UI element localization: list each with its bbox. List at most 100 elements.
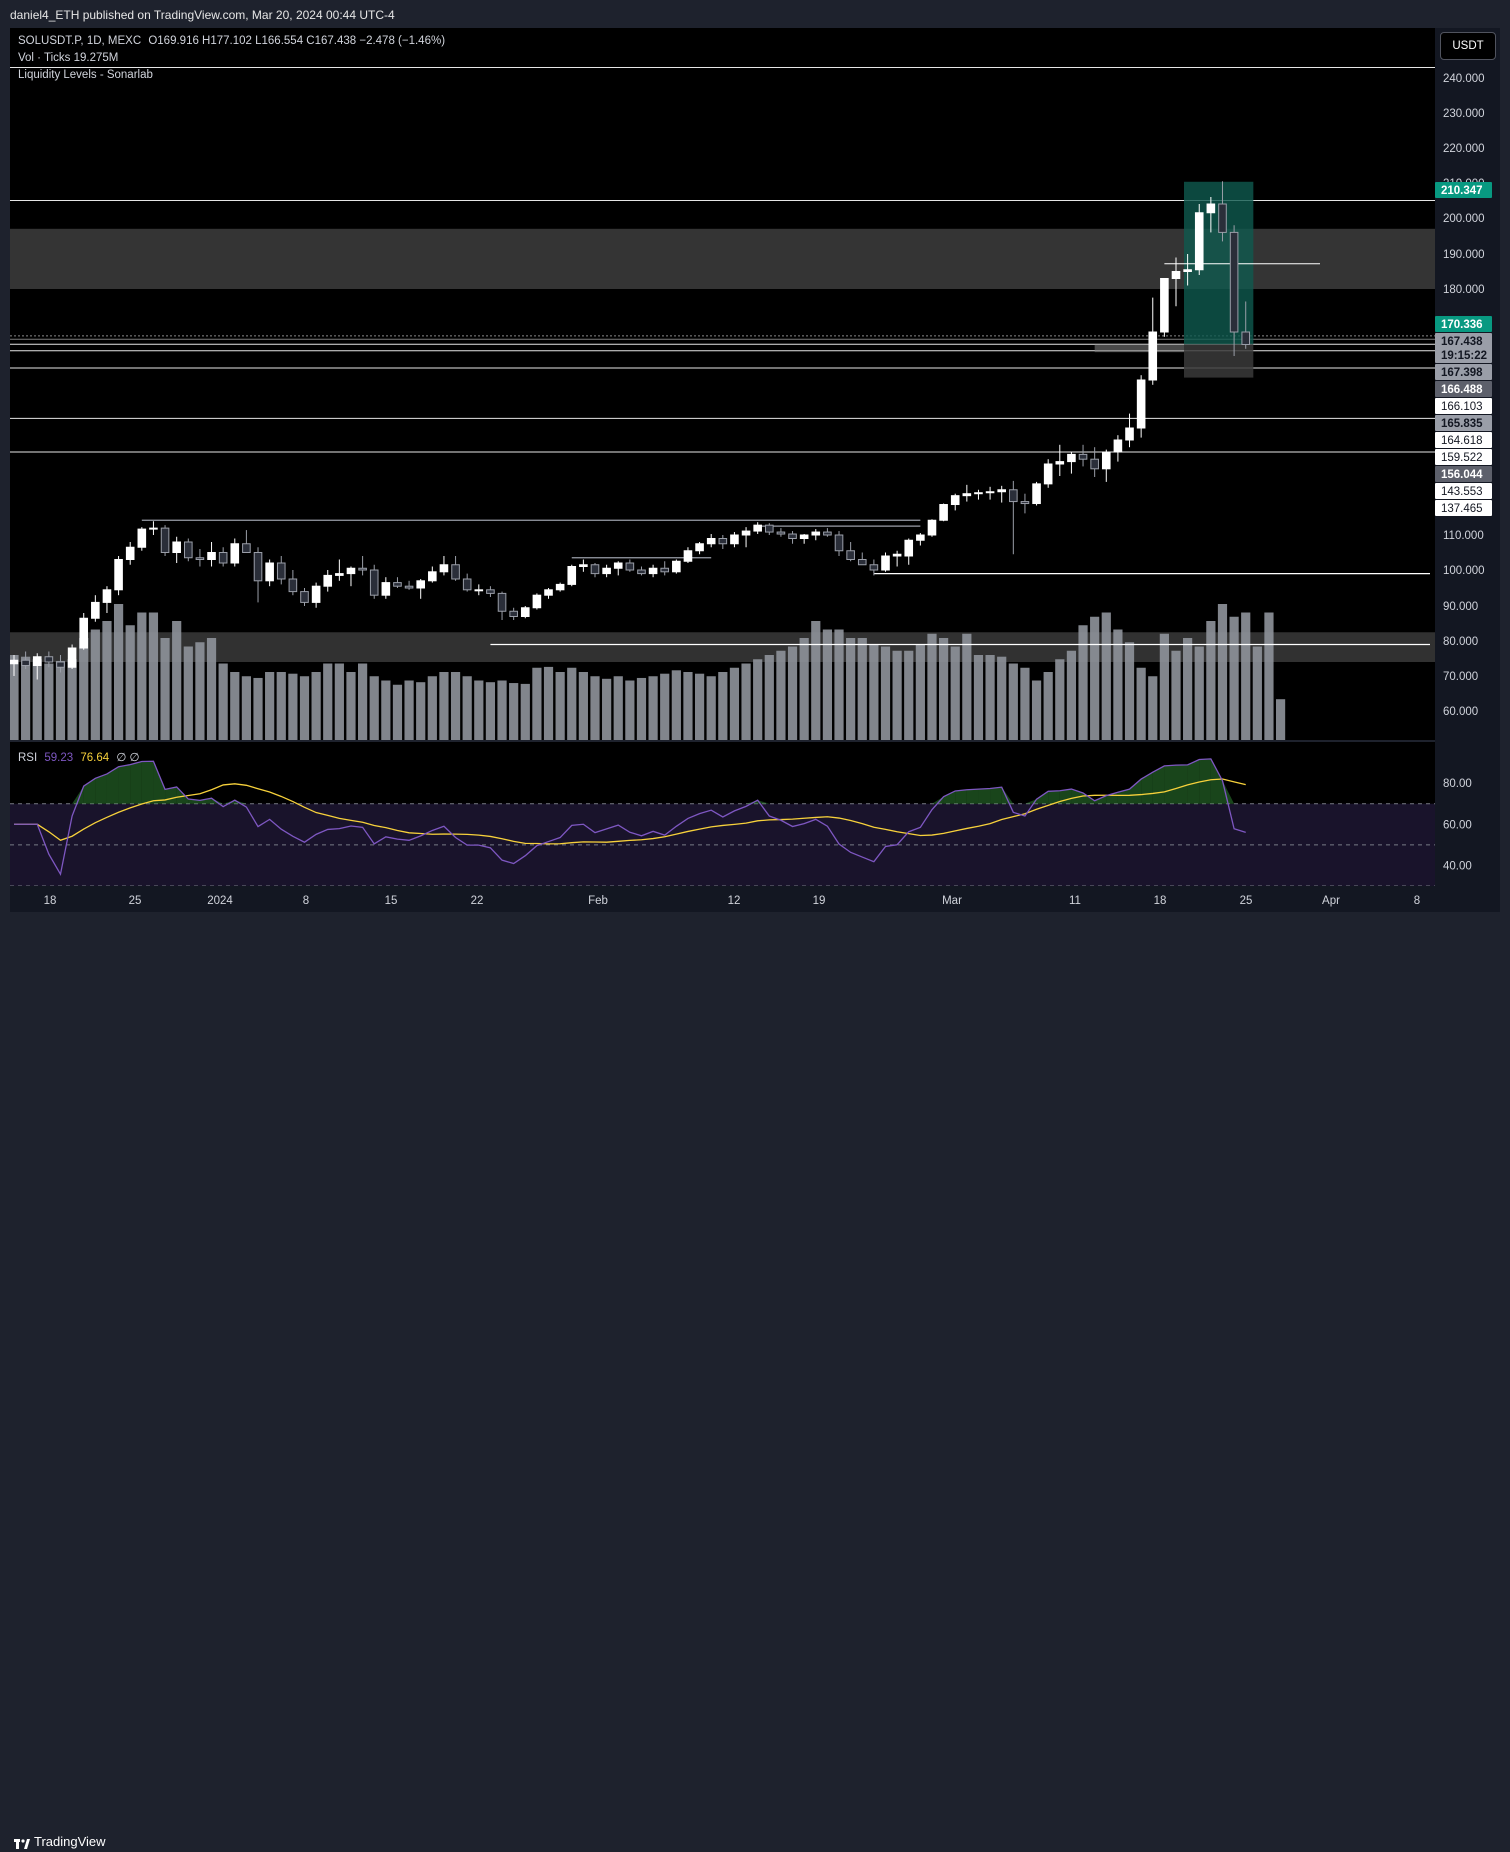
candle-body <box>416 580 425 589</box>
candle-body <box>939 504 948 521</box>
candle-body <box>137 528 147 548</box>
candle-body <box>1032 483 1041 505</box>
volume-bar <box>427 676 437 740</box>
indicator-legend[interactable]: Liquidity Levels - Sonarlab <box>18 69 153 81</box>
price-tick-label: 90.000 <box>1443 601 1478 613</box>
rsi-overbought-fill <box>106 766 119 804</box>
price-tick-label: 60.000 <box>1443 706 1478 718</box>
volume-bar <box>346 672 356 740</box>
currency-button[interactable]: USDT <box>1440 32 1496 60</box>
candle-body <box>1218 203 1227 233</box>
volume-bar <box>485 682 496 740</box>
volume-bar <box>1031 680 1042 740</box>
candle-body <box>311 585 321 603</box>
rsi-tick-label: 60.00 <box>1443 819 1472 831</box>
price-tick-label: 100.000 <box>1443 565 1485 577</box>
volume-bar <box>985 655 995 740</box>
candle-body <box>56 661 65 668</box>
volume-bar <box>590 676 600 740</box>
rsi-value: 59.23 <box>44 752 74 764</box>
volume-bar <box>276 672 286 740</box>
rsi-overbought-fill <box>223 800 235 804</box>
price-chart-pane[interactable]: SOLUSDT.P, 1D, MEXC O169.916 H177.102 L1… <box>10 28 1435 740</box>
volume-bar <box>683 672 693 740</box>
candle-body <box>253 552 263 582</box>
volume-bar <box>1055 659 1065 740</box>
symbol-legend[interactable]: SOLUSDT.P, 1D, MEXC O169.916 H177.102 L1… <box>18 35 449 47</box>
rsi-overbought-fill <box>1001 787 1014 804</box>
volume-bar <box>358 663 368 740</box>
volume-bar <box>299 676 310 740</box>
rsi-overbought-fill <box>955 789 967 804</box>
candle-body <box>67 647 77 668</box>
volume-legend[interactable]: Vol · Ticks 19.275M <box>18 52 119 64</box>
price-level-label: 143.553 <box>1441 486 1483 498</box>
volume-bar <box>1217 604 1228 740</box>
volume-bar <box>1229 616 1239 740</box>
candle-body <box>358 567 367 571</box>
rsi-overbought-fill <box>176 786 189 804</box>
price-chart-svg[interactable] <box>10 28 1435 740</box>
volume-bar <box>1264 612 1274 740</box>
volume-bar <box>973 655 984 740</box>
position-stop-zone <box>1184 344 1254 378</box>
volume-bar <box>10 655 19 740</box>
candle-body <box>195 557 205 560</box>
candle-body <box>346 567 356 575</box>
symbol-label[interactable]: SOLUSDT.P, 1D, MEXC <box>18 35 142 47</box>
volume-bar <box>520 683 530 740</box>
rsi-ma-line <box>14 778 1246 845</box>
time-axis[interactable]: 18 25 2024 8 15 22 Feb 12 19 Mar 11 18 25 Apr 8 <box>10 886 1435 912</box>
candle-body <box>1101 451 1111 470</box>
rsi-overbought-fill <box>1117 789 1130 804</box>
candle-body <box>567 566 577 585</box>
candle-body <box>230 543 240 564</box>
volume-bar <box>846 638 856 740</box>
time-tick-label: 8 <box>303 895 309 907</box>
rsi-label: RSI <box>18 752 38 764</box>
volume-bar <box>44 663 54 740</box>
candle-body <box>811 531 821 536</box>
volume-bar <box>288 673 298 740</box>
candle-body <box>91 601 100 619</box>
price-tick-label: 230.000 <box>1443 108 1485 120</box>
rsi-overbought-fill <box>978 788 991 804</box>
candle-body <box>172 541 181 553</box>
candle-body <box>857 559 867 566</box>
rsi-legend[interactable]: RSI 59.23 76.64 ∅ ∅ <box>18 750 144 764</box>
footer: TradingView <box>0 912 1510 1849</box>
candle-body <box>276 562 286 580</box>
price-level-tag <box>1435 500 1492 516</box>
price-level-label: 165.835 <box>1441 418 1483 430</box>
volume-bar <box>67 659 77 740</box>
volume-bar <box>474 680 484 740</box>
candle-body <box>590 564 600 575</box>
rsi-chart-svg[interactable] <box>10 742 1435 886</box>
volume-bar <box>939 638 949 740</box>
publish-info: daniel4_ETH published on TradingView.com… <box>10 8 395 22</box>
candle-body <box>44 656 54 663</box>
volume-bar <box>1252 646 1262 740</box>
candle-body <box>625 562 635 571</box>
volume-bar <box>183 646 193 740</box>
volume-bar <box>776 650 786 740</box>
volume-bar <box>555 672 565 740</box>
price-tick-label: 240.000 <box>1443 73 1485 85</box>
volume-bar <box>392 684 403 740</box>
price-level-tag <box>1435 466 1492 482</box>
rsi-overbought-fill <box>1187 759 1200 804</box>
time-tick-label: 19 <box>813 895 826 907</box>
volume-bar <box>125 625 135 740</box>
volume-bar <box>1194 646 1204 740</box>
volume-bar <box>334 663 344 740</box>
candle-body <box>648 567 658 575</box>
volume-bar <box>102 621 112 740</box>
tradingview-logo[interactable]: TradingView <box>14 1834 106 1849</box>
rsi-overbought-fill <box>141 761 154 804</box>
price-tick-label: 80.000 <box>1443 636 1478 648</box>
candle-body <box>776 531 786 535</box>
candle-body <box>32 656 42 666</box>
rsi-pane[interactable]: RSI 59.23 76.64 ∅ ∅ <box>10 742 1435 886</box>
candle-body <box>497 592 507 612</box>
price-axis[interactable]: 240.000230.000220.000210.000200.000190.0… <box>1435 28 1500 912</box>
